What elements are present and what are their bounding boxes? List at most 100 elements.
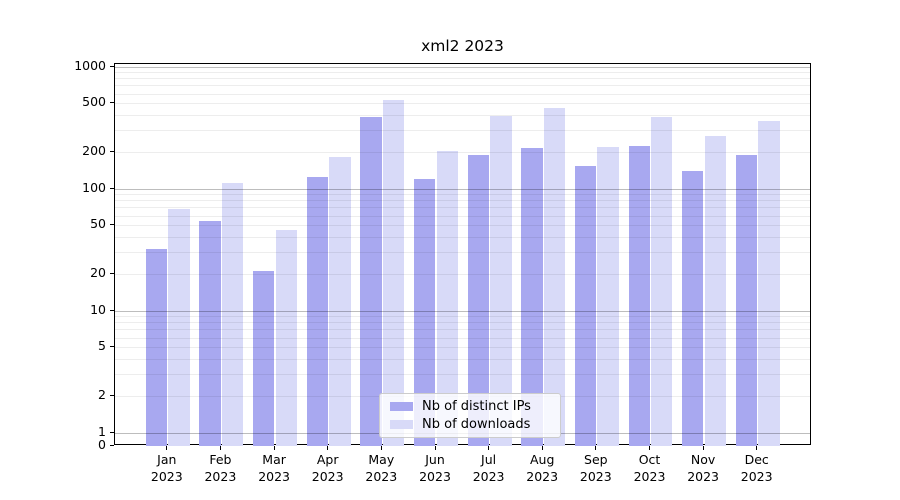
bar-downloads bbox=[436, 151, 458, 446]
x-axis-tick bbox=[702, 446, 704, 450]
x-axis-tick bbox=[219, 446, 221, 450]
bar-downloads bbox=[222, 182, 244, 446]
x-axis-tick-label: May 2023 bbox=[353, 452, 409, 485]
x-axis-tick-label: Nov 2023 bbox=[675, 452, 731, 485]
bar-distinct-ips bbox=[414, 178, 436, 446]
y-axis-tick bbox=[110, 102, 114, 104]
x-axis-tick bbox=[273, 446, 275, 450]
legend-swatch-downloads bbox=[390, 419, 413, 430]
legend-label-downloads: Nb of downloads bbox=[422, 417, 531, 432]
bar-downloads bbox=[704, 135, 727, 446]
x-axis-year-label: 2023 bbox=[258, 468, 290, 484]
plot-area: Nb of distinct IPs Nb of downloads bbox=[114, 63, 811, 446]
legend-item-downloads: Nb of downloads bbox=[390, 416, 550, 433]
x-axis-tick bbox=[166, 446, 168, 450]
x-axis-tick bbox=[756, 446, 758, 450]
y-axis-tick bbox=[110, 346, 114, 348]
x-axis-year-label: 2023 bbox=[472, 468, 505, 484]
legend: Nb of distinct IPs Nb of downloads bbox=[379, 393, 561, 438]
x-axis-tick bbox=[488, 446, 490, 450]
bar-downloads bbox=[382, 100, 405, 446]
bar-downloads bbox=[543, 108, 566, 446]
y-axis-tick-label: 5 bbox=[98, 338, 106, 354]
y-axis-tick-label: 50 bbox=[90, 216, 106, 232]
x-axis-tick-label: Feb 2023 bbox=[192, 452, 248, 485]
legend-swatch-distinct-ips bbox=[390, 401, 413, 412]
x-axis-year-label: 2023 bbox=[150, 468, 183, 484]
bar-downloads bbox=[275, 229, 298, 446]
x-axis-year-label: 2023 bbox=[687, 468, 719, 484]
y-axis-tick-label: 10 bbox=[90, 301, 106, 317]
x-axis-tick-label: Oct 2023 bbox=[622, 452, 678, 485]
y-axis-tick bbox=[110, 394, 114, 396]
y-axis-tick bbox=[110, 65, 114, 67]
x-axis-year-label: 2023 bbox=[204, 468, 237, 484]
x-axis-tick bbox=[649, 446, 650, 450]
bar-downloads bbox=[597, 147, 619, 446]
bar-distinct-ips bbox=[682, 171, 704, 446]
x-axis-tick-label: Jul 2023 bbox=[461, 452, 517, 485]
x-axis-month-label: Jan bbox=[157, 452, 177, 467]
x-axis-year-label: 2023 bbox=[633, 468, 666, 484]
x-axis-year-label: 2023 bbox=[526, 468, 559, 484]
bar-downloads bbox=[651, 116, 673, 446]
x-axis-tick-label: Apr 2023 bbox=[300, 452, 356, 485]
y-axis-tick-label: 20 bbox=[90, 264, 106, 280]
bar-downloads bbox=[490, 115, 512, 446]
bar-distinct-ips bbox=[306, 176, 329, 446]
x-axis-month-label: Sep bbox=[584, 452, 608, 467]
x-axis-tick bbox=[541, 446, 543, 450]
x-axis-tick-label: Jan 2023 bbox=[139, 452, 195, 485]
y-axis-tick-label: 100 bbox=[82, 179, 106, 195]
x-axis-month-label: Apr bbox=[316, 452, 339, 467]
x-axis-tick-label: Aug 2023 bbox=[514, 452, 570, 485]
legend-item-distinct-ips: Nb of distinct IPs bbox=[390, 398, 550, 415]
x-axis-month-label: Dec bbox=[744, 452, 769, 467]
y-axis-tick-label: 500 bbox=[82, 94, 106, 110]
x-axis-year-label: 2023 bbox=[419, 468, 451, 484]
x-axis-tick bbox=[380, 446, 382, 450]
x-axis-year-label: 2023 bbox=[311, 468, 344, 484]
bar-distinct-ips bbox=[628, 146, 650, 446]
bar-downloads bbox=[329, 157, 351, 446]
bar-distinct-ips bbox=[145, 248, 168, 446]
y-axis-tick bbox=[110, 150, 114, 152]
x-axis-month-label: May bbox=[368, 452, 395, 467]
x-axis-year-label: 2023 bbox=[740, 468, 773, 484]
legend-label-distinct-ips: Nb of distinct IPs bbox=[422, 399, 531, 414]
y-axis-tick-label: 200 bbox=[82, 142, 106, 158]
x-axis-month-label: Jul bbox=[481, 452, 497, 467]
y-axis-tick-label: 1 bbox=[98, 423, 106, 439]
bar-distinct-ips bbox=[521, 147, 543, 446]
bar-distinct-ips bbox=[467, 154, 489, 446]
y-axis-tick bbox=[110, 445, 114, 446]
bar-downloads bbox=[758, 120, 780, 446]
y-axis-tick-label: 2 bbox=[98, 386, 106, 402]
x-axis-year-label: 2023 bbox=[365, 468, 398, 484]
x-axis-month-label: Feb bbox=[209, 452, 232, 467]
x-axis-month-label: Oct bbox=[638, 452, 661, 467]
x-axis-year-label: 2023 bbox=[579, 468, 612, 484]
chart-title: xml2 2023 bbox=[421, 37, 504, 55]
y-axis-tick bbox=[110, 187, 114, 189]
bars-layer bbox=[115, 64, 810, 446]
y-axis-tick bbox=[110, 224, 114, 226]
bar-downloads bbox=[168, 208, 190, 446]
y-axis-tick-label: 0 bbox=[98, 437, 106, 452]
x-axis-month-label: Mar bbox=[262, 452, 286, 467]
y-axis-tick-label: 1000 bbox=[74, 57, 106, 73]
bar-distinct-ips bbox=[253, 271, 275, 446]
x-axis-month-label: Nov bbox=[690, 452, 716, 467]
x-axis-month-label: Jun bbox=[425, 452, 445, 467]
x-axis-tick bbox=[327, 446, 329, 450]
x-axis-tick bbox=[595, 446, 597, 450]
x-axis-month-label: Aug bbox=[529, 452, 555, 467]
x-axis-tick-label: Mar 2023 bbox=[246, 452, 302, 485]
bar-distinct-ips bbox=[574, 166, 597, 446]
y-axis-tick bbox=[110, 431, 114, 433]
x-axis-tick bbox=[434, 446, 436, 450]
bar-distinct-ips bbox=[199, 221, 221, 446]
bar-distinct-ips bbox=[735, 154, 758, 446]
x-axis-tick-label: Sep 2023 bbox=[568, 452, 624, 485]
